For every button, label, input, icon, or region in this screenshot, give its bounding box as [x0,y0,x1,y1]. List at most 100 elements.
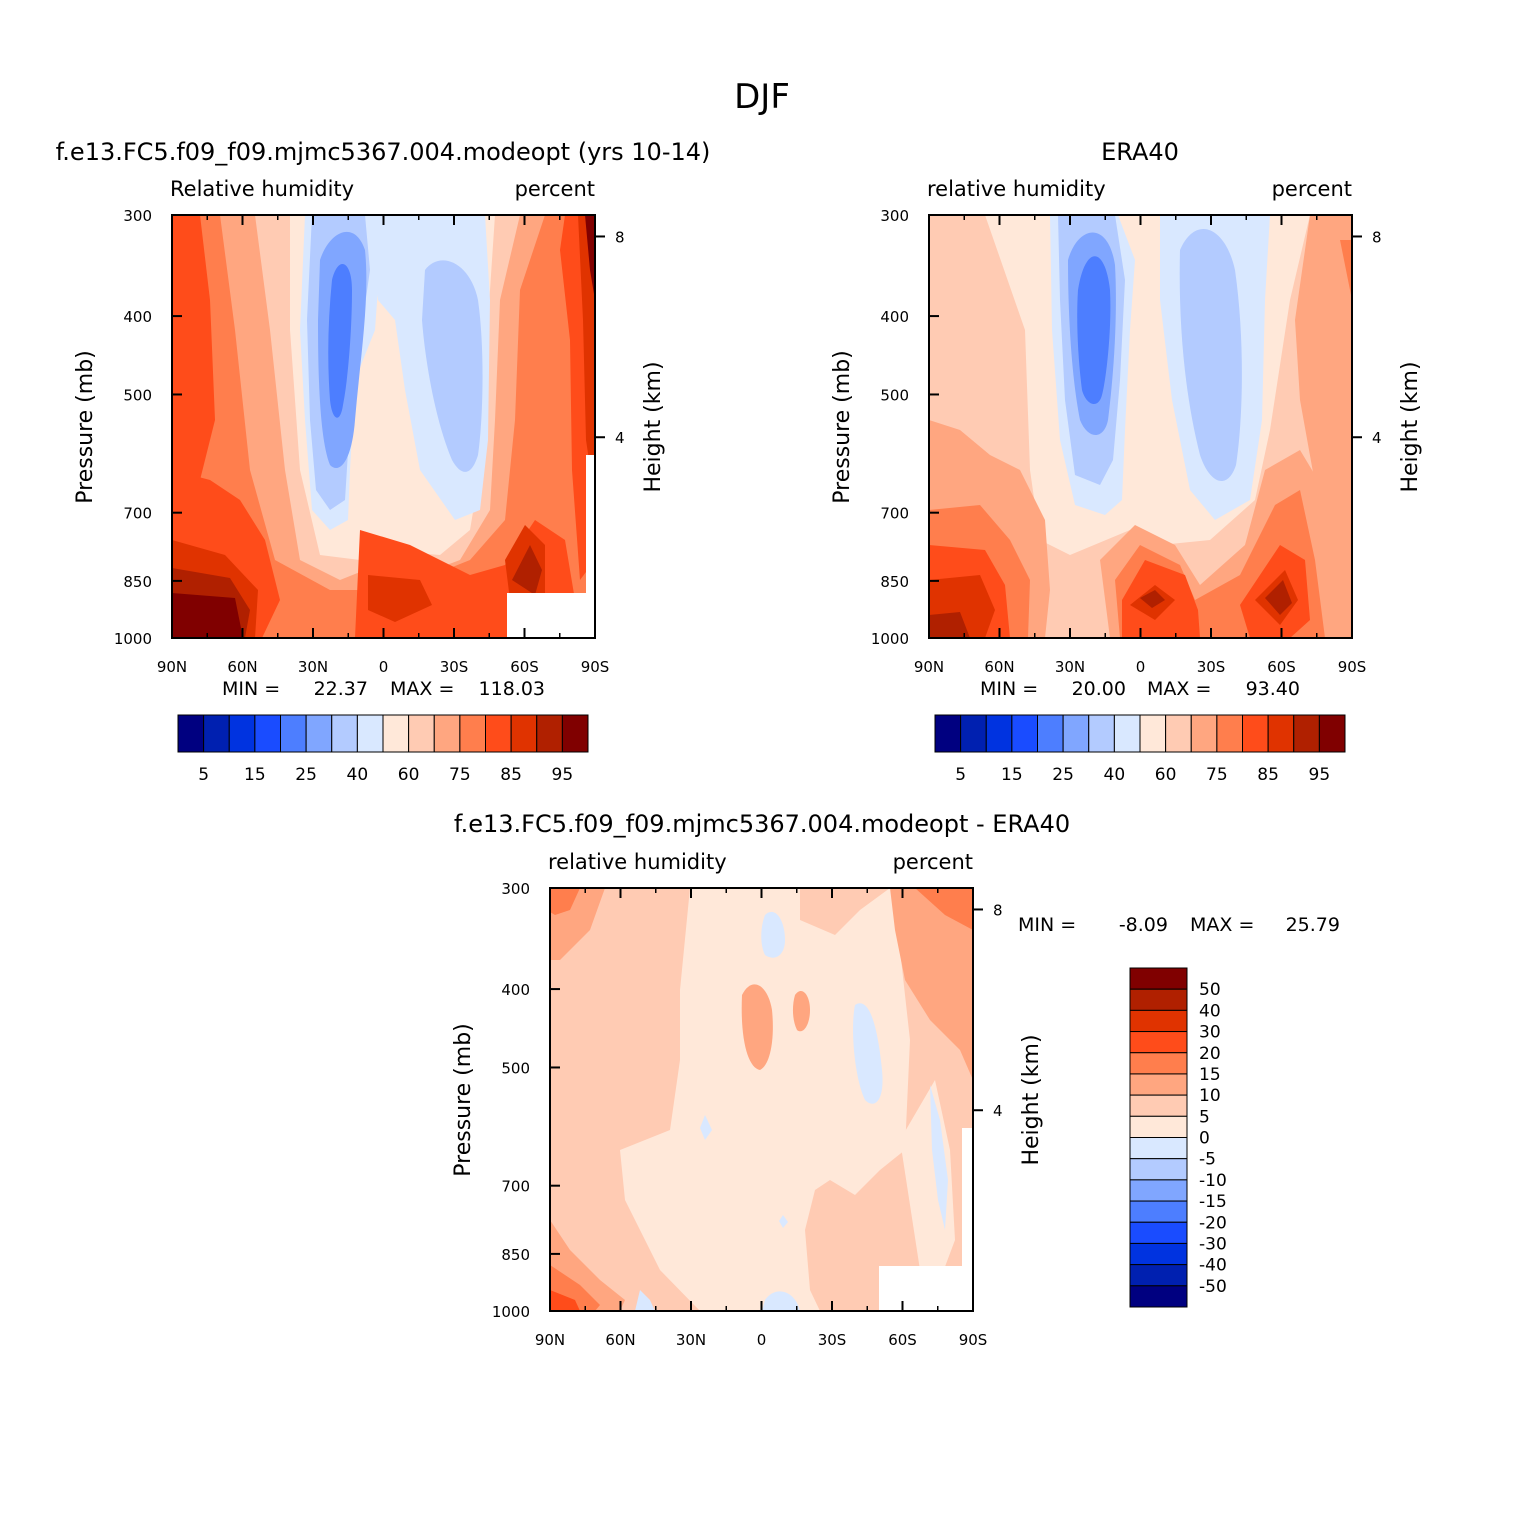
model-x-tick-label: 30N [298,658,328,676]
obs-band-lower-south-5 [1265,580,1292,615]
diff-colorbar-box [1129,1094,1188,1117]
model-colorbar-box [536,714,563,753]
diff-colorbar-box [1129,1242,1188,1266]
diff-colorbar-label: -5 [1199,1150,1216,1170]
obs-min-label: MIN = [980,678,1038,700]
diff-colorbar-label: 0 [1199,1129,1210,1149]
obs-colorbar-box [960,714,987,753]
model-x-tick-label: 90N [157,658,187,676]
diff-y-tick-label: 300 [501,880,530,898]
model-colorbar-box [203,714,230,753]
diff-colorbar-box [1129,1285,1188,1308]
obs-band-blue-4 [1077,256,1111,405]
diff-band-neg-mid [853,1003,883,1104]
obs-colorbar-label: 25 [1052,765,1074,785]
obs-colorbar-box [1318,714,1346,753]
model-contour-field [172,215,595,638]
obs-x-tick-label: 60S [1267,658,1296,676]
obs-y-tick-label: 500 [880,386,909,404]
figure-title: DJF [734,77,790,117]
diff-colorbar-box [1129,1031,1188,1054]
model-colorbar-label: 95 [552,765,574,785]
diff-ylabel: Pressure (mb) [451,1023,476,1177]
model-x-tick-label: 60S [510,658,539,676]
obs-colorbar-label: 15 [1001,765,1023,785]
diff-x-tick-label: 60S [888,1331,917,1349]
obs-y-tick-label: 300 [880,207,909,225]
diff-colorbar-label: -10 [1199,1171,1227,1191]
model-y-tick-label: 500 [123,386,152,404]
obs-axes: 90N 60N 30N 0 30S 60S 90S 300 400 500 700 850 1000 8 4 [871,207,1382,676]
obs-y-tick-label: 850 [880,573,909,591]
diff-missing-region [879,1266,973,1311]
obs-x-tick-label: 90N [914,658,944,676]
obs-left-string: relative humidity [927,177,1106,201]
model-colorbar: 5 15 25 40 60 75 85 95 [177,714,589,785]
model-band-lowlevel-mid-2 [368,575,432,622]
obs-height-tick-label: 4 [1372,429,1382,447]
obs-x-tick-label: 90S [1338,658,1367,676]
obs-band-upper-south [1295,215,1352,638]
diff-min-value: -8.09 [1119,914,1168,936]
model-max-value: 118.03 [479,678,545,700]
model-y-tick-label: 700 [123,505,152,523]
obs-max-label: MAX = [1147,678,1211,700]
diff-colorbar-box [1129,1158,1188,1181]
model-colorbar-label: 25 [295,765,317,785]
model-right-string: percent [515,177,595,201]
model-colorbar-box [254,714,281,753]
model-colorbar-box [305,714,333,753]
model-ylabel: Pressure (mb) [73,350,98,504]
model-colorbar-box [228,714,256,753]
diff-colorbar-box [1129,1115,1188,1138]
diff-band-pos-lower-north-3 [550,1290,580,1311]
obs-ylabel: Pressure (mb) [830,350,855,504]
obs-colorbar: 5 15 25 40 60 75 85 95 [934,714,1346,785]
model-colorbar-box [433,714,461,753]
obs-colorbar-box [1062,714,1090,753]
diff-band-neg-small-4 [779,1215,788,1228]
diff-contour-field [550,888,973,1311]
diff-x-tick-label: 90N [535,1331,565,1349]
model-band-60n-west [172,215,215,480]
panel-obs: ERA40 relative humidity percent [830,138,1423,785]
model-missing-strip [586,455,595,593]
obs-colorbar-box [1242,714,1269,753]
model-colorbar-box [382,714,410,753]
model-band-lowlevel-north-4 [172,593,243,638]
model-band-blue-east-2 [422,260,483,472]
diff-colorbar-label: 40 [1199,1001,1221,1021]
model-colorbar-label: 85 [500,765,522,785]
obs-colorbar-label: 40 [1104,765,1126,785]
diff-x-tick-label: 90S [959,1331,988,1349]
model-y-tick-label: 400 [123,308,152,326]
diff-colorbar-box [1129,1200,1188,1223]
diff-x-tick-label: 60N [605,1331,635,1349]
diff-band-neutral [620,888,910,1311]
diff-colorbar-label: 15 [1199,1065,1221,1085]
model-height-tick-label: 4 [615,429,625,447]
model-colorbar-label: 15 [244,765,266,785]
diff-max-value: 25.79 [1286,914,1340,936]
obs-colorbar-box [1088,714,1115,753]
model-colorbar-box [561,714,589,753]
diff-band-neg-small-1 [700,1115,712,1140]
diff-colorbar-label: -15 [1199,1192,1227,1212]
model-colorbar-box [510,714,538,753]
diff-x-tick-label: 30N [676,1331,706,1349]
diff-y-tick-label: 400 [501,981,530,999]
obs-colorbar-box [1216,714,1243,753]
obs-colorbar-box [1037,714,1064,753]
model-max-label: MAX = [390,678,454,700]
diff-colorbar-box [1129,988,1188,1011]
diff-band-neg-small-2 [635,1290,655,1311]
model-min-label: MIN = [222,678,280,700]
obs-colorbar-label: 75 [1206,765,1228,785]
obs-x-tick-label: 30S [1197,658,1226,676]
obs-colorbar-box [985,714,1013,753]
obs-band-lower-mid-5 [1140,590,1165,608]
diff-band-pos-upper-south [890,888,973,1080]
diff-colorbar-label: 30 [1199,1023,1221,1043]
obs-colorbar-box [934,714,962,753]
